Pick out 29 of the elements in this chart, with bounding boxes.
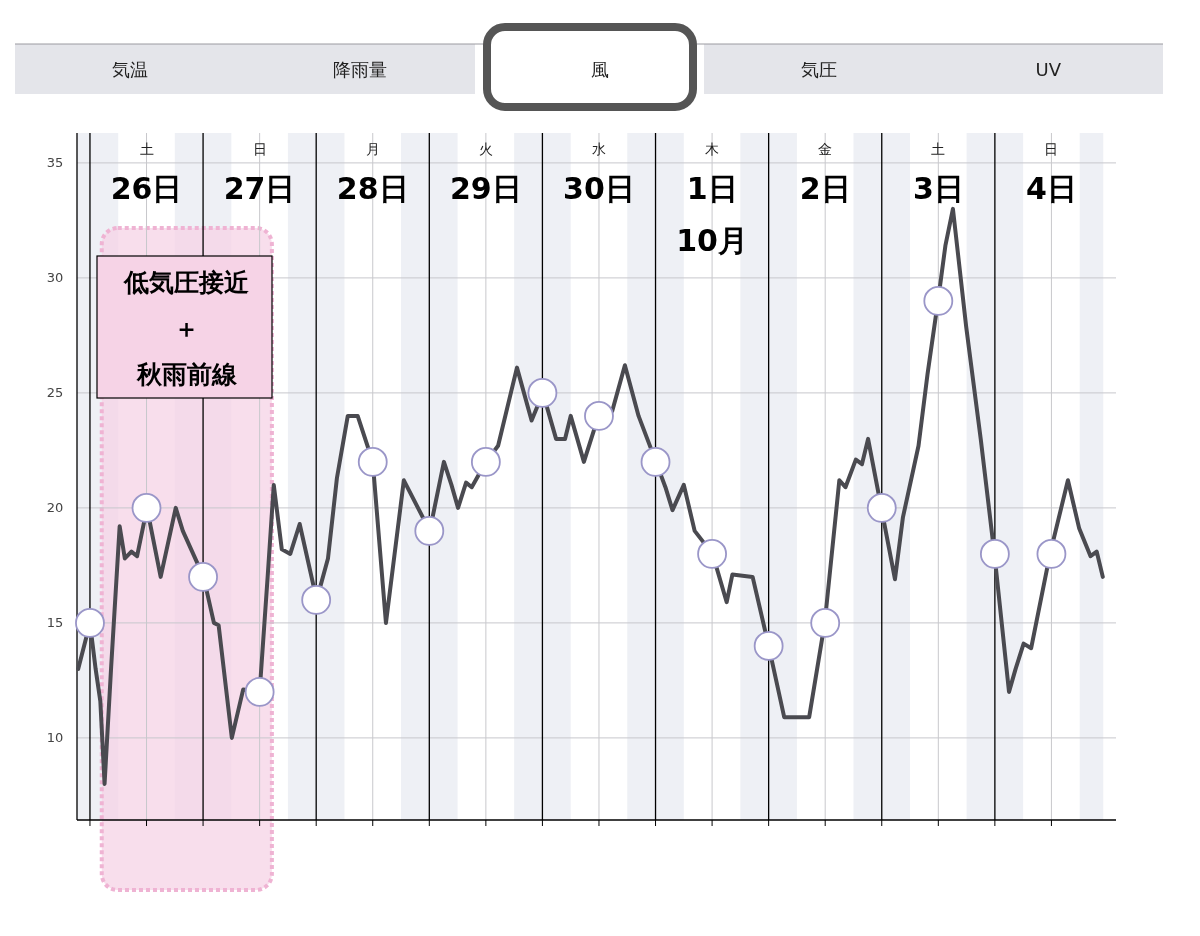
- point: [640, 447, 671, 477]
- point: [527, 378, 558, 408]
- point: [131, 493, 162, 523]
- y-tick-label: 25: [46, 385, 64, 401]
- point: [75, 607, 105, 638]
- x-tick-label: 木 1日 10月: [676, 141, 748, 258]
- point: [301, 584, 332, 615]
- x-tick-label: 火 29日: [449, 141, 522, 206]
- band-label: 低気圧接近＋秋雨前線: [123, 267, 250, 389]
- x-tick-label: 日 27日: [223, 141, 296, 206]
- point: [866, 493, 897, 523]
- point: [979, 538, 1010, 569]
- tabs: 気温 降雨量 風 気圧 UV: [14, 23, 1164, 111]
- x-tick-label: 土 26日: [110, 141, 183, 206]
- x-tick-label: 金 2日: [799, 141, 851, 206]
- y-tick-label: 30: [46, 270, 64, 286]
- y-tick-label: 20: [46, 500, 64, 516]
- point: [244, 676, 275, 707]
- x-tick-label: 水 30日: [563, 141, 635, 206]
- x-tick-label: 月 28日: [336, 141, 409, 206]
- chart-title: 風: [591, 58, 609, 80]
- point: [414, 515, 445, 546]
- y-tick-label: 10: [46, 730, 64, 746]
- point: [188, 561, 218, 592]
- point: [753, 630, 784, 661]
- y-tick-label: 15: [46, 615, 64, 631]
- x-tick-label: 日 4日: [1025, 141, 1077, 206]
- x-tick-label: 土 3日: [912, 141, 964, 206]
- y-tick-label: 35: [46, 155, 64, 171]
